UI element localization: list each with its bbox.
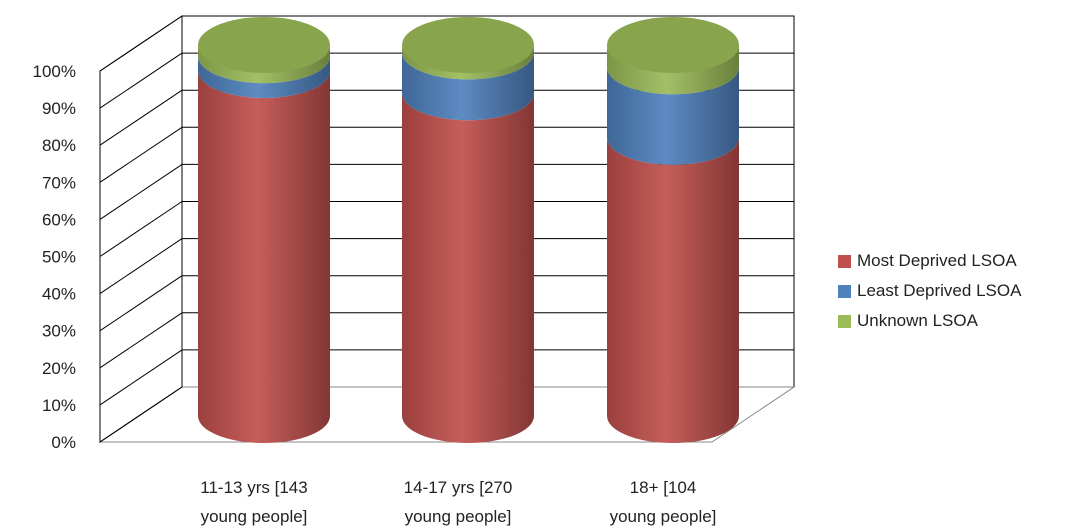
legend-label-unknown: Unknown LSOA	[857, 311, 978, 330]
side-gridline	[99, 312, 183, 369]
side-gridline	[99, 275, 183, 332]
bar-top-cap	[402, 17, 534, 73]
side-gridline	[99, 238, 183, 295]
y-tick-label: 50%	[42, 248, 76, 267]
legend-item-most-deprived: Most Deprived LSOA	[838, 246, 1021, 276]
legend-item-unknown: Unknown LSOA	[838, 306, 1021, 336]
x-tick-label: 14-17 yrs [270 young people]	[404, 478, 513, 526]
bar-segment	[402, 45, 534, 80]
y-tick-label: 40%	[42, 285, 76, 304]
x-tick-label: 11-13 yrs [143 young people]	[200, 478, 307, 526]
y-tick-label: 30%	[42, 322, 76, 341]
bars	[198, 17, 739, 443]
y-axis: 0% 10% 20% 30% 40% 50% 60% 70% 80% 90% 100%	[33, 62, 76, 452]
y-tick-label: 70%	[42, 173, 76, 192]
bar-segment	[607, 45, 739, 95]
legend-swatch-unknown	[838, 314, 851, 328]
bar-segment	[607, 137, 739, 443]
x-axis: 11-13 yrs [143 young people] 14-17 yrs [27…	[200, 478, 716, 526]
legend-label-most-deprived: Most Deprived LSOA	[857, 251, 1017, 270]
legend-label-least-deprived: Least Deprived LSOA	[857, 281, 1022, 300]
y-tick-label: 0%	[51, 433, 76, 452]
bar-stack	[402, 17, 534, 443]
side-gridline	[99, 52, 183, 109]
legend-swatch-least-deprived	[838, 284, 851, 298]
x-tick-label: 18+ [104 young people]	[610, 478, 717, 526]
bar-top-cap	[198, 17, 330, 73]
side-gridline	[99, 163, 183, 220]
side-gridline	[99, 89, 183, 146]
legend-swatch-most-deprived	[838, 254, 851, 268]
y-tick-label: 60%	[42, 210, 76, 229]
bar-stack	[607, 17, 739, 443]
legend: Most Deprived LSOA Least Deprived LSOA U…	[838, 246, 1021, 336]
bar-segment	[402, 93, 534, 443]
bar-stack	[198, 17, 330, 443]
bar-segment	[198, 56, 330, 98]
bar-segment	[607, 67, 739, 165]
bar-segment	[198, 45, 330, 84]
bar-top-cap	[607, 17, 739, 73]
y-tick-label: 80%	[42, 136, 76, 155]
y-tick-label: 10%	[42, 396, 76, 415]
legend-item-least-deprived: Least Deprived LSOA	[838, 276, 1021, 306]
y-tick-label: 90%	[42, 99, 76, 118]
side-gridline	[99, 349, 183, 406]
side-gridline	[99, 386, 183, 443]
side-gridline	[99, 126, 183, 183]
side-gridline	[99, 201, 183, 257]
y-tick-label: 100%	[33, 62, 76, 81]
bar-segment	[402, 52, 534, 121]
bar-segment	[198, 70, 330, 443]
y-tick-label: 20%	[42, 359, 76, 378]
side-gridline	[99, 15, 183, 72]
